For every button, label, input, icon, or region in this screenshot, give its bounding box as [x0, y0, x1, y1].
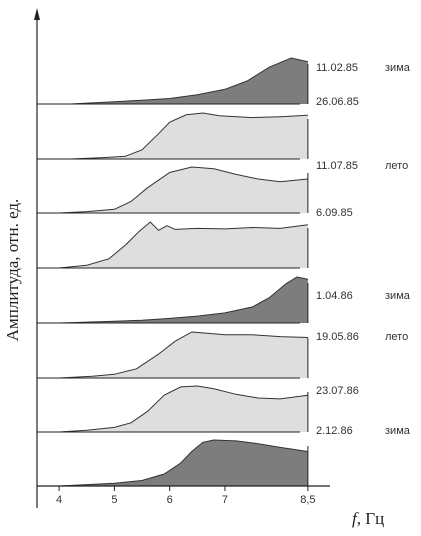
series-date-label: 11.02.85 [316, 62, 358, 74]
series-line-2 [70, 112, 308, 160]
series-line-4 [59, 221, 308, 269]
chart-panels [37, 57, 309, 487]
series-line-5 [59, 276, 309, 324]
series-season-label: лето [385, 331, 408, 343]
series-area-7 [59, 386, 308, 432]
x-tick-label: 4 [56, 494, 62, 506]
series-date-label: 23.07.86 [316, 385, 359, 397]
x-axis-symbol: f [352, 509, 359, 528]
series-date-label: 1.04.86 [316, 290, 353, 302]
series-area-3 [59, 167, 308, 213]
x-axis-label: f, Гц [352, 509, 384, 528]
x-tick-label: 8,5 [300, 494, 315, 506]
series-line-3 [59, 166, 308, 214]
series-season-label: зима [385, 290, 411, 302]
x-tick-label: 6 [167, 494, 173, 506]
series-season-label: зима [385, 62, 411, 74]
x-axis-unit: , Гц [357, 509, 384, 528]
x-tick-label: 5 [111, 494, 117, 506]
series-area-5 [59, 277, 308, 323]
series-date-label: 26.06.85 [316, 96, 359, 108]
series-line-6 [59, 331, 308, 379]
series-labels: 11.02.85 зима 26.06.85 11.07.85 лето 6.09.85 1… [316, 62, 411, 437]
series-area-1 [70, 58, 308, 104]
series-line-7 [59, 385, 308, 433]
x-tick-label: 7 [222, 494, 228, 506]
series-area-6 [59, 332, 308, 378]
series-line-1 [70, 57, 309, 105]
series-season-label: лето [385, 160, 408, 172]
series-date-label: 11.07.85 [316, 160, 358, 172]
y-axis-arrow [34, 8, 40, 20]
series-season-label: зима [385, 425, 411, 437]
x-ticks: 4 5 6 7 8,5 [56, 486, 316, 506]
y-axis-label: Амплитуда, отн. ед. [3, 199, 22, 342]
series-line-8 [59, 439, 308, 487]
series-date-label: 2.12.86 [316, 425, 353, 437]
series-area-2 [70, 113, 308, 159]
series-area-8 [59, 440, 308, 486]
series-date-label: 19.05.86 [316, 331, 359, 343]
series-area-4 [59, 222, 308, 268]
series-date-label: 6.09.85 [316, 207, 353, 219]
